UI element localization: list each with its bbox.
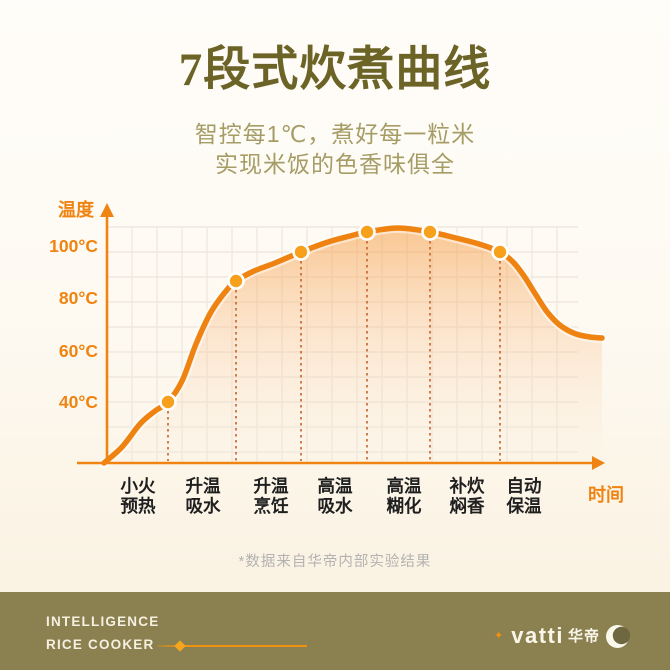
page-title: 7段式炊煮曲线 <box>178 44 492 96</box>
curve-area-fill <box>104 228 602 463</box>
svg-text:60°C: 60°C <box>59 341 98 361</box>
category-label: 高温吸水 <box>318 476 353 516</box>
y-axis-arrow-icon <box>100 203 114 217</box>
diamond-icon <box>174 640 186 652</box>
chart-axes <box>77 203 605 470</box>
svg-text:40°C: 40°C <box>59 392 98 412</box>
brand-huadi: 华帝 <box>567 627 600 645</box>
category-label: 高温糊化 <box>387 476 422 516</box>
temperature-curve <box>101 225 605 466</box>
subtitle-line1: 智控每1℃，煮好每一粒米 <box>194 121 476 147</box>
brand-vatti: vatti <box>511 623 564 648</box>
stage-dots <box>159 223 509 411</box>
svg-text:80°C: 80°C <box>59 288 98 308</box>
category-label: 小火预热 <box>121 476 156 516</box>
sparkle-icon: ✦ <box>494 629 504 642</box>
subtitle-line2: 实现米饭的色香味俱全 <box>215 151 455 177</box>
brand-logo: ✦ vatti 华帝 <box>494 622 630 650</box>
category-label: 升温烹饪 <box>254 476 289 516</box>
category-label: 自动保温 <box>506 476 542 516</box>
y-axis-ticks: 100°C 80°C 60°C 40°C <box>49 236 98 412</box>
svg-text:100°C: 100°C <box>49 236 98 256</box>
footer-tagline-line1: INTELLIGENCE <box>46 614 160 629</box>
y-axis-label: 温度 <box>58 199 95 220</box>
x-axis-arrow-icon <box>592 456 605 470</box>
cooking-curve-chart: 温度 时间 100°C 80°C 60°C 40°C 小火预热升温吸水升温烹饪高温吸水… <box>49 199 624 516</box>
footer-tagline-line2: RICE COOKER <box>46 637 155 652</box>
footnote: *数据来自华帝内部实验结果 <box>238 554 432 570</box>
footer-tagline: INTELLIGENCE RICE COOKER <box>46 610 159 656</box>
footer-divider-line <box>157 640 307 652</box>
footer-bar: INTELLIGENCE RICE COOKER ✦ vatti 华帝 <box>0 592 670 670</box>
subtitle: 智控每1℃，煮好每一粒米 实现米饭的色香味俱全 <box>0 119 670 179</box>
stage-divider-lines <box>167 241 501 461</box>
category-label: 升温吸水 <box>186 476 221 516</box>
x-axis-label: 时间 <box>588 485 624 505</box>
crescent-moon-logo-icon <box>606 624 630 648</box>
category-label: 补炊焖香 <box>449 476 485 516</box>
